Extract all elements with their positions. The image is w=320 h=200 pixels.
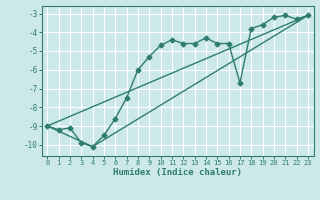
X-axis label: Humidex (Indice chaleur): Humidex (Indice chaleur) bbox=[113, 168, 242, 177]
